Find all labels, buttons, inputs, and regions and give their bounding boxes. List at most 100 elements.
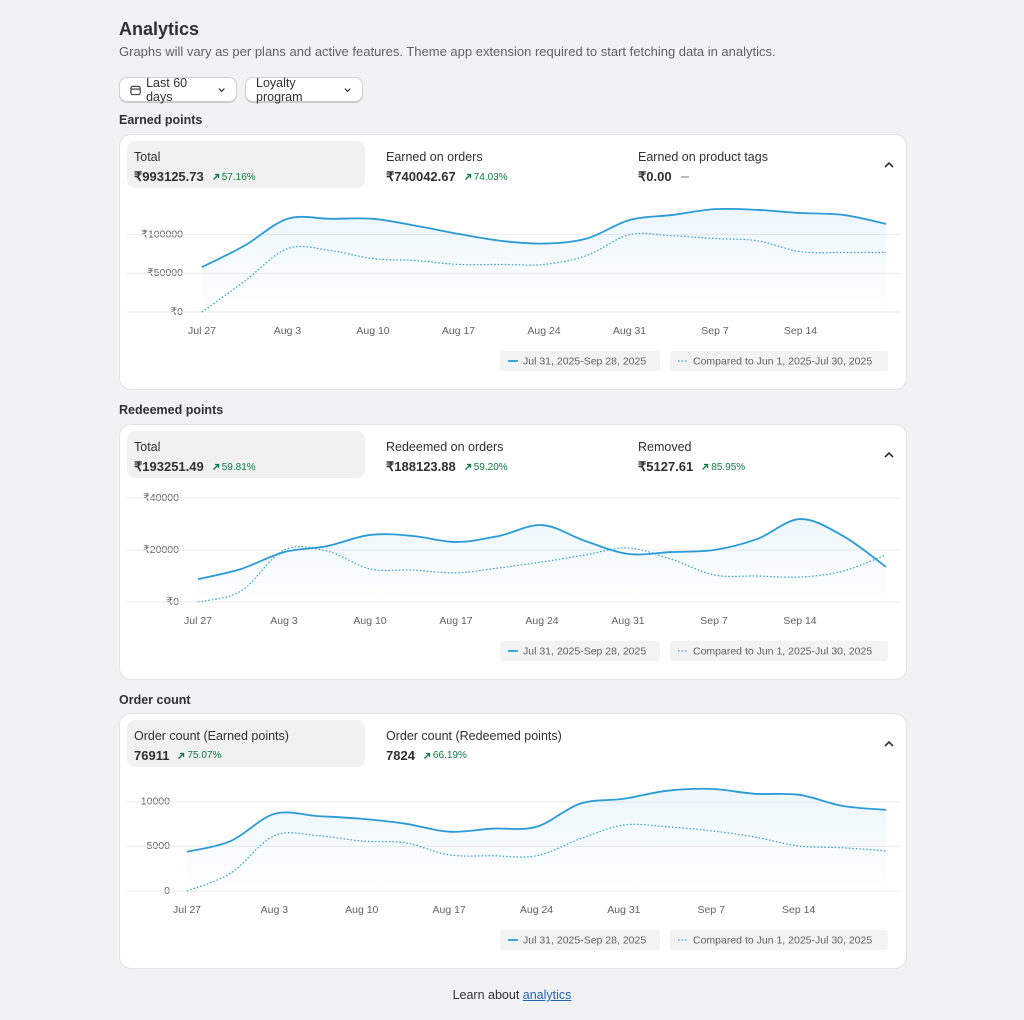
- series-line: [201, 207, 887, 268]
- metric-label[interactable]: Redeemed on orders: [386, 440, 504, 454]
- program-filter[interactable]: Loyalty program: [245, 76, 363, 104]
- metric-change: 85.95%: [701, 462, 745, 473]
- area: [198, 519, 886, 602]
- change-text: 85.95%: [711, 461, 746, 473]
- metric-selected[interactable]: [127, 720, 365, 767]
- change-text: 59.20%: [473, 461, 508, 473]
- metric-selected[interactable]: [127, 141, 365, 188]
- trend-up-icon: [212, 173, 219, 180]
- collapse-chevron[interactable]: [883, 738, 895, 750]
- x-tick-label: Aug 3: [261, 904, 289, 916]
- legend-label: Jul 31, 2025-Sep 28, 2025: [523, 355, 646, 367]
- metric-value: ₹740042.67: [386, 169, 456, 184]
- change-text: 66.19%: [432, 750, 467, 761]
- footer-text: Learn about: [452, 988, 520, 1002]
- metric-value-row: ₹193251.49 59.81%: [134, 459, 256, 475]
- x-tick-label: Sep 14: [783, 615, 816, 627]
- x-tick-label: Aug 31: [613, 325, 646, 337]
- collapse-chevron[interactable]: [883, 449, 895, 461]
- metric-value-row: ₹993125.73 57.16%: [134, 169, 256, 185]
- metric-label[interactable]: Total: [134, 440, 161, 454]
- metric-value-row: ₹0.00: [638, 169, 690, 185]
- series-line: [197, 518, 887, 580]
- metric-change: 59.81%: [212, 462, 256, 473]
- card: Total ₹193251.49 59.81% Redeemed on orders ₹…: [119, 424, 907, 680]
- x-tick-label: Sep 7: [701, 325, 729, 337]
- metric-value-row: ₹5127.61 85.95%: [638, 459, 745, 475]
- no-change-icon: [680, 176, 689, 178]
- chevron: [344, 87, 351, 92]
- metric-value: ₹193251.49: [134, 459, 204, 474]
- trend-up-icon: [178, 752, 185, 759]
- trend-up-icon: [423, 752, 431, 759]
- x-tick-label: Jul 27: [173, 904, 201, 916]
- card: Order count (Earned points) 76911 75.07% Or…: [119, 713, 907, 969]
- x-tick-label: Aug 17: [432, 904, 465, 916]
- legend-label: Compared to Jun 1, 2025-Jul 30, 2025: [693, 355, 872, 367]
- x-tick-label: Sep 7: [700, 615, 728, 627]
- legend-box: [500, 930, 660, 950]
- section-title: Redeemed points: [119, 403, 224, 417]
- metric-value: ₹5127.61: [638, 459, 694, 474]
- change-text: 75.07%: [187, 750, 222, 761]
- metric-value: ₹993125.73: [134, 169, 204, 184]
- metric-change: 59.20%: [464, 462, 508, 473]
- arrow: [464, 463, 471, 470]
- metric-change: 74.03%: [464, 172, 508, 183]
- section-title: Earned points: [119, 113, 203, 127]
- x-tick-label: Aug 10: [353, 615, 386, 627]
- x-tick-label: Aug 24: [527, 325, 560, 337]
- metric-change: 66.19%: [423, 750, 467, 761]
- metric-value: 76911: [134, 748, 170, 763]
- trend-up-icon: [212, 463, 219, 470]
- metric-value: 7824: [386, 748, 415, 763]
- x-tick-label: Aug 31: [611, 615, 644, 627]
- x-tick-label: Aug 10: [345, 904, 378, 916]
- legend-box: [670, 641, 888, 661]
- metric-change: 57.16%: [212, 172, 256, 183]
- legend-box: [670, 930, 888, 950]
- metric-label[interactable]: Earned on product tags: [638, 150, 768, 164]
- chevron: [884, 740, 894, 747]
- page-subtitle: Graphs will vary as per plans and active…: [119, 44, 776, 59]
- metric-value-row: ₹740042.67 74.03%: [386, 169, 508, 185]
- x-tick-label: Aug 17: [442, 325, 475, 337]
- legend-box: [500, 351, 660, 371]
- arrow: [212, 463, 219, 470]
- metric-label[interactable]: Earned on orders: [386, 150, 483, 164]
- metric-selected[interactable]: [127, 431, 365, 478]
- metric-label[interactable]: Total: [134, 150, 161, 164]
- filter-label: Last 60 days: [146, 75, 188, 104]
- arrow: [702, 463, 709, 470]
- x-tick-label: Sep 7: [698, 904, 726, 916]
- legend-label: Compared to Jun 1, 2025-Jul 30, 2025: [693, 645, 872, 657]
- trend-up-icon: [464, 173, 471, 180]
- x-tick-label: Aug 3: [270, 615, 298, 627]
- arrow: [423, 752, 431, 759]
- metric-label[interactable]: Order count (Redeemed points): [386, 729, 562, 743]
- date-filter[interactable]: Last 60 days: [119, 75, 237, 104]
- x-tick-label: Aug 17: [439, 615, 472, 627]
- change-text: 57.16%: [221, 171, 256, 183]
- x-tick-label: Aug 31: [607, 904, 640, 916]
- metric-label[interactable]: Order count (Earned points): [134, 729, 289, 743]
- footer-link[interactable]: analytics: [522, 988, 572, 1002]
- x-tick-label: Aug 24: [525, 615, 558, 627]
- metric-label[interactable]: Removed: [638, 440, 692, 454]
- chevron: [884, 161, 894, 168]
- metric-change: 75.07%: [177, 750, 221, 761]
- area: [202, 208, 886, 312]
- section-title: Order count: [119, 693, 191, 707]
- legend-label: Compared to Jun 1, 2025-Jul 30, 2025: [693, 934, 872, 946]
- trend-up-icon: [702, 463, 709, 470]
- metric-value-row: 7824 66.19%: [386, 748, 467, 763]
- legend-box: [670, 351, 888, 371]
- chevron: [218, 87, 225, 92]
- metric-value: ₹0.00: [638, 169, 672, 184]
- collapse-chevron[interactable]: [883, 159, 895, 171]
- metric-value-row: 76911 75.07%: [134, 748, 221, 763]
- page-title: Analytics: [119, 19, 200, 39]
